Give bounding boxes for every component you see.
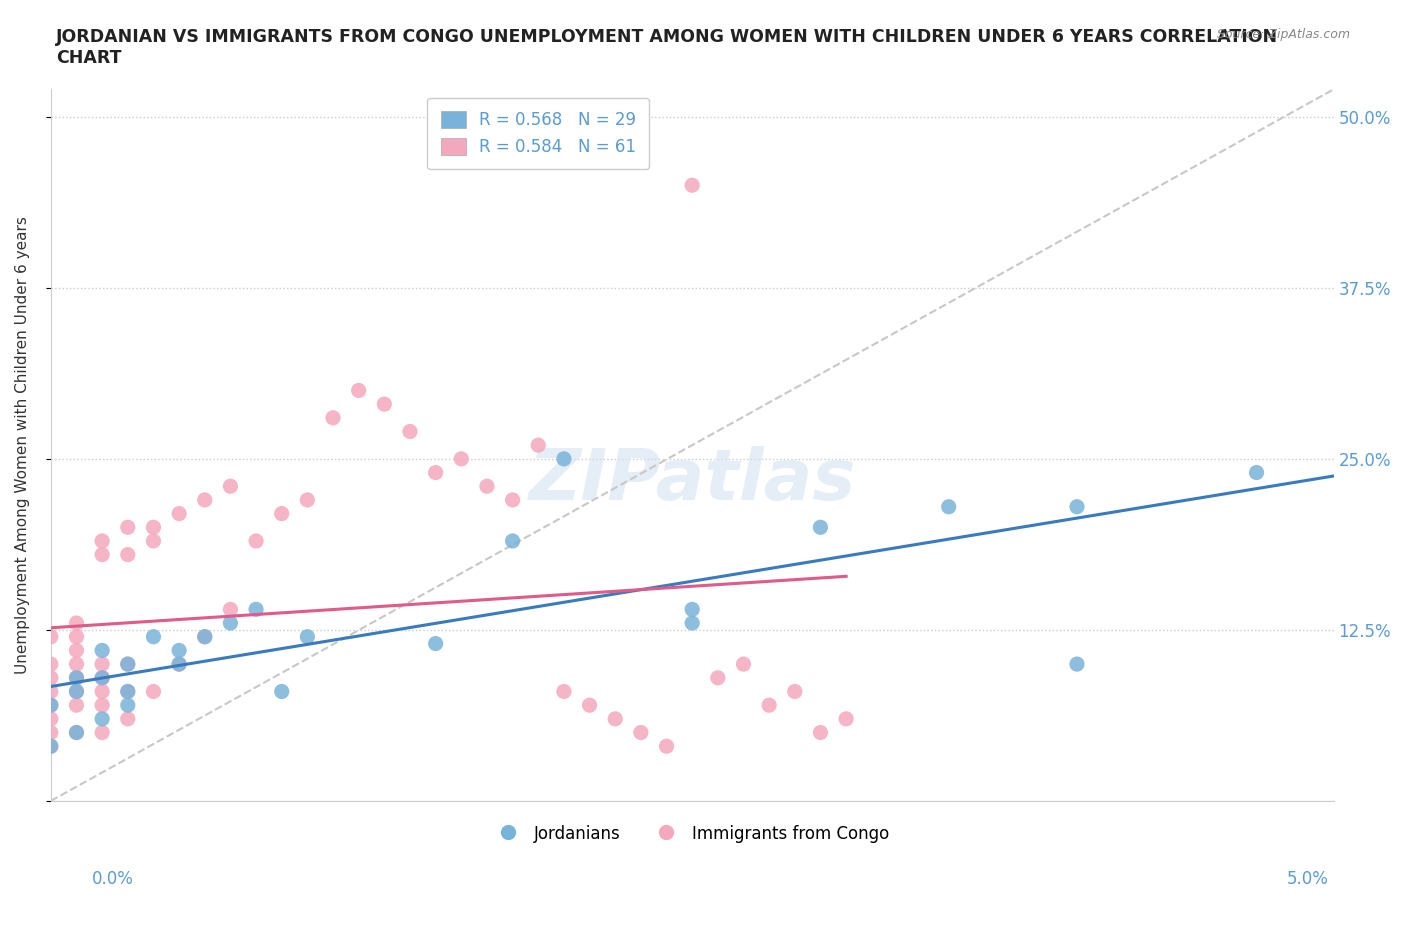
Point — [117, 698, 139, 712]
Point — [219, 479, 242, 494]
Point — [39, 698, 62, 712]
Point — [65, 698, 87, 712]
Point — [91, 643, 114, 658]
Point — [450, 451, 472, 466]
Point — [655, 738, 678, 753]
Point — [297, 630, 319, 644]
Point — [91, 671, 114, 685]
Point — [630, 725, 652, 740]
Point — [835, 711, 858, 726]
Point — [167, 643, 190, 658]
Point — [39, 725, 62, 740]
Point — [65, 684, 87, 699]
Point — [810, 520, 832, 535]
Point — [681, 616, 703, 631]
Point — [681, 602, 703, 617]
Point — [938, 499, 960, 514]
Text: Source: ZipAtlas.com: Source: ZipAtlas.com — [1216, 28, 1350, 41]
Point — [117, 684, 139, 699]
Point — [39, 698, 62, 712]
Point — [117, 547, 139, 562]
Point — [39, 630, 62, 644]
Point — [91, 534, 114, 549]
Point — [1066, 499, 1088, 514]
Point — [373, 397, 395, 412]
Point — [39, 684, 62, 699]
Text: 5.0%: 5.0% — [1286, 870, 1329, 887]
Point — [39, 671, 62, 685]
Point — [297, 493, 319, 508]
Point — [91, 684, 114, 699]
Text: JORDANIAN VS IMMIGRANTS FROM CONGO UNEMPLOYMENT AMONG WOMEN WITH CHILDREN UNDER : JORDANIAN VS IMMIGRANTS FROM CONGO UNEMP… — [56, 28, 1278, 67]
Point — [39, 657, 62, 671]
Point — [39, 738, 62, 753]
Point — [65, 630, 87, 644]
Point — [167, 506, 190, 521]
Point — [117, 657, 139, 671]
Point — [65, 725, 87, 740]
Point — [117, 711, 139, 726]
Point — [142, 630, 165, 644]
Point — [65, 671, 87, 685]
Point — [553, 684, 575, 699]
Point — [91, 698, 114, 712]
Point — [270, 684, 292, 699]
Point — [527, 438, 550, 453]
Point — [117, 520, 139, 535]
Point — [553, 451, 575, 466]
Point — [425, 636, 447, 651]
Point — [783, 684, 806, 699]
Point — [194, 630, 217, 644]
Point — [733, 657, 755, 671]
Point — [91, 671, 114, 685]
Point — [167, 657, 190, 671]
Point — [167, 657, 190, 671]
Point — [322, 410, 344, 425]
Point — [91, 711, 114, 726]
Point — [142, 520, 165, 535]
Point — [399, 424, 422, 439]
Point — [347, 383, 370, 398]
Point — [270, 506, 292, 521]
Text: 0.0%: 0.0% — [91, 870, 134, 887]
Point — [1066, 657, 1088, 671]
Point — [810, 725, 832, 740]
Point — [578, 698, 600, 712]
Point — [502, 534, 524, 549]
Point — [91, 725, 114, 740]
Point — [117, 657, 139, 671]
Point — [142, 684, 165, 699]
Point — [245, 534, 267, 549]
Point — [65, 643, 87, 658]
Point — [39, 711, 62, 726]
Point — [65, 657, 87, 671]
Point — [681, 178, 703, 193]
Point — [425, 465, 447, 480]
Point — [117, 684, 139, 699]
Point — [219, 602, 242, 617]
Point — [219, 616, 242, 631]
Point — [1246, 465, 1268, 480]
Point — [142, 534, 165, 549]
Text: ZIPatlas: ZIPatlas — [529, 446, 856, 515]
Point — [475, 479, 498, 494]
Point — [502, 493, 524, 508]
Point — [758, 698, 780, 712]
Point — [65, 616, 87, 631]
Point — [65, 684, 87, 699]
Point — [39, 738, 62, 753]
Point — [605, 711, 627, 726]
Y-axis label: Unemployment Among Women with Children Under 6 years: Unemployment Among Women with Children U… — [15, 217, 30, 674]
Point — [91, 547, 114, 562]
Point — [194, 630, 217, 644]
Point — [245, 602, 267, 617]
Point — [707, 671, 730, 685]
Point — [65, 725, 87, 740]
Point — [194, 493, 217, 508]
Point — [65, 671, 87, 685]
Legend: Jordanians, Immigrants from Congo: Jordanians, Immigrants from Congo — [488, 818, 896, 849]
Point — [91, 657, 114, 671]
